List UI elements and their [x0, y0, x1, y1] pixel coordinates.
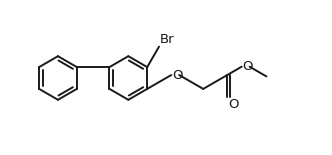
- Text: O: O: [243, 60, 253, 73]
- Text: O: O: [228, 98, 239, 111]
- Text: O: O: [172, 69, 183, 82]
- Text: Br: Br: [160, 33, 175, 46]
